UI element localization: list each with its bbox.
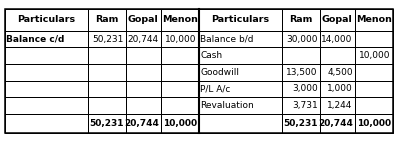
Bar	[320, 97, 355, 114]
Text: Cash: Cash	[200, 51, 223, 60]
Bar	[282, 64, 320, 81]
Text: P/L A/c: P/L A/c	[200, 84, 231, 93]
Bar	[88, 47, 126, 64]
Bar	[5, 9, 393, 133]
Bar	[161, 47, 199, 64]
Text: 13,500: 13,500	[286, 68, 318, 77]
Bar	[199, 64, 282, 81]
Text: 14,000: 14,000	[322, 35, 353, 43]
Bar	[161, 31, 199, 47]
Bar	[161, 9, 199, 31]
Text: Menon: Menon	[162, 15, 198, 24]
Bar	[88, 81, 126, 97]
Text: Balance c/d: Balance c/d	[6, 35, 65, 43]
Bar	[126, 31, 161, 47]
Text: 1,244: 1,244	[327, 101, 353, 110]
Bar	[320, 81, 355, 97]
Bar	[161, 114, 199, 133]
Text: 3,000: 3,000	[292, 84, 318, 93]
Bar	[126, 97, 161, 114]
Bar	[5, 81, 88, 97]
Bar	[355, 9, 393, 31]
Text: 20,744: 20,744	[318, 119, 353, 128]
Text: Gopal: Gopal	[322, 15, 352, 24]
Bar	[126, 64, 161, 81]
Bar	[199, 81, 282, 97]
Text: 20,744: 20,744	[124, 119, 159, 128]
Text: 10,000: 10,000	[165, 35, 197, 43]
Bar	[161, 97, 199, 114]
Bar	[199, 9, 282, 31]
Bar	[88, 114, 126, 133]
Text: Menon: Menon	[356, 15, 392, 24]
Text: 1,000: 1,000	[327, 84, 353, 93]
Bar	[88, 97, 126, 114]
Bar	[355, 31, 393, 47]
Text: 20,744: 20,744	[128, 35, 159, 43]
Text: Particulars: Particulars	[17, 15, 75, 24]
Bar	[5, 114, 88, 133]
Text: Goodwill: Goodwill	[200, 68, 239, 77]
Bar	[282, 31, 320, 47]
Text: Ram: Ram	[289, 15, 312, 24]
Bar	[126, 81, 161, 97]
Bar	[320, 31, 355, 47]
Text: 10,000: 10,000	[357, 119, 391, 128]
Text: Gopal: Gopal	[128, 15, 158, 24]
Bar	[5, 64, 88, 81]
Bar	[5, 47, 88, 64]
Text: 3,731: 3,731	[292, 101, 318, 110]
Bar	[320, 64, 355, 81]
Bar	[355, 97, 393, 114]
Bar	[320, 114, 355, 133]
Text: 50,231: 50,231	[283, 119, 318, 128]
Bar	[320, 9, 355, 31]
Bar	[355, 81, 393, 97]
Bar	[282, 114, 320, 133]
Bar	[282, 47, 320, 64]
Text: Balance b/d: Balance b/d	[200, 35, 254, 43]
Bar	[199, 47, 282, 64]
Bar	[126, 9, 161, 31]
Text: Revaluation: Revaluation	[200, 101, 254, 110]
Text: 10,000: 10,000	[163, 119, 197, 128]
Bar	[88, 64, 126, 81]
Bar	[199, 97, 282, 114]
Bar	[199, 114, 282, 133]
Text: Ram: Ram	[95, 15, 118, 24]
Text: 10,000: 10,000	[359, 51, 391, 60]
Bar	[5, 9, 88, 31]
Bar	[282, 9, 320, 31]
Text: 4,500: 4,500	[327, 68, 353, 77]
Bar	[355, 64, 393, 81]
Bar	[88, 9, 126, 31]
Bar	[282, 97, 320, 114]
Bar	[355, 47, 393, 64]
Bar	[355, 114, 393, 133]
Bar	[199, 31, 282, 47]
Bar	[126, 114, 161, 133]
Bar	[282, 81, 320, 97]
Bar	[5, 31, 88, 47]
Bar	[5, 97, 88, 114]
Text: 50,231: 50,231	[89, 119, 124, 128]
Bar	[161, 64, 199, 81]
Bar	[88, 31, 126, 47]
Bar	[161, 81, 199, 97]
Text: 50,231: 50,231	[92, 35, 124, 43]
Bar	[126, 47, 161, 64]
Text: Particulars: Particulars	[211, 15, 269, 24]
Text: 30,000: 30,000	[286, 35, 318, 43]
Bar	[320, 47, 355, 64]
